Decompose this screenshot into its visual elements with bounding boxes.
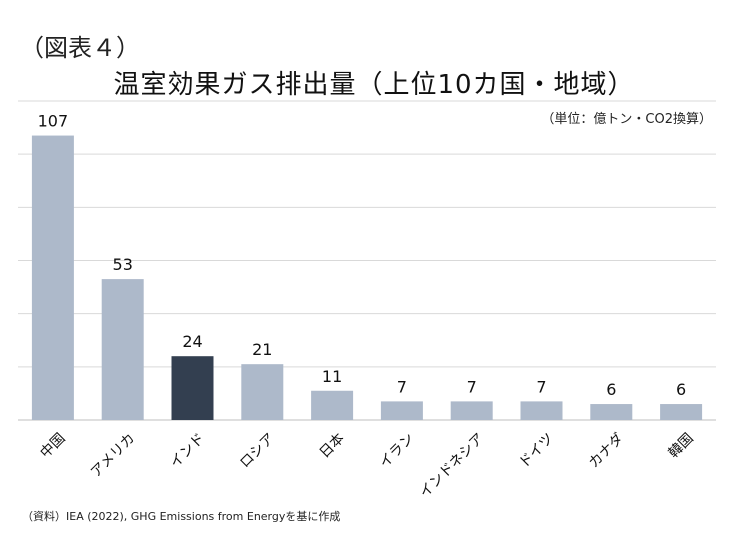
category-label: インドネシア	[417, 430, 488, 501]
bar	[520, 401, 563, 420]
value-label: 21	[252, 340, 272, 359]
source-note: （資料）IEA (2022), GHG Emissions from Energ…	[22, 510, 341, 523]
value-label: 6	[676, 380, 686, 399]
value-label: 6	[606, 380, 616, 399]
category-label: 中国	[37, 430, 68, 461]
bar	[380, 401, 423, 420]
category-labels: 中国 アメリカ インド ロシア 日本 イラン インドネシア ドイツ カナダ 韓国	[37, 430, 696, 501]
figure-label: （図表４）	[20, 34, 140, 62]
unit-note: （単位：億トン・CO2換算）	[541, 112, 712, 127]
bar	[660, 404, 703, 420]
value-label: 7	[536, 377, 546, 396]
chart-title: 温室効果ガス排出量（上位10カ国・地域）	[113, 70, 635, 100]
bar	[590, 404, 633, 420]
category-label: ロシア	[237, 430, 278, 471]
bar	[311, 390, 354, 420]
value-label: 107	[38, 112, 69, 131]
category-label: ドイツ	[516, 430, 557, 471]
value-label: 7	[397, 377, 407, 396]
bar	[171, 356, 214, 420]
category-label: 韓国	[666, 430, 697, 461]
value-label: 7	[467, 377, 477, 396]
bar	[31, 135, 74, 420]
value-labels: 107 53 24 21 11 7 7 7 6 6	[38, 112, 687, 399]
value-label: 53	[113, 255, 133, 274]
bars	[31, 135, 703, 420]
category-label: イラン	[377, 430, 418, 471]
bar	[241, 364, 284, 420]
value-label: 24	[182, 332, 202, 351]
category-label: 日本	[317, 430, 348, 461]
value-label: 11	[322, 367, 342, 386]
bar	[101, 279, 144, 420]
bar	[450, 401, 493, 420]
category-label: インド	[167, 430, 208, 471]
category-label: カナダ	[586, 430, 627, 471]
category-label: アメリカ	[88, 430, 138, 480]
